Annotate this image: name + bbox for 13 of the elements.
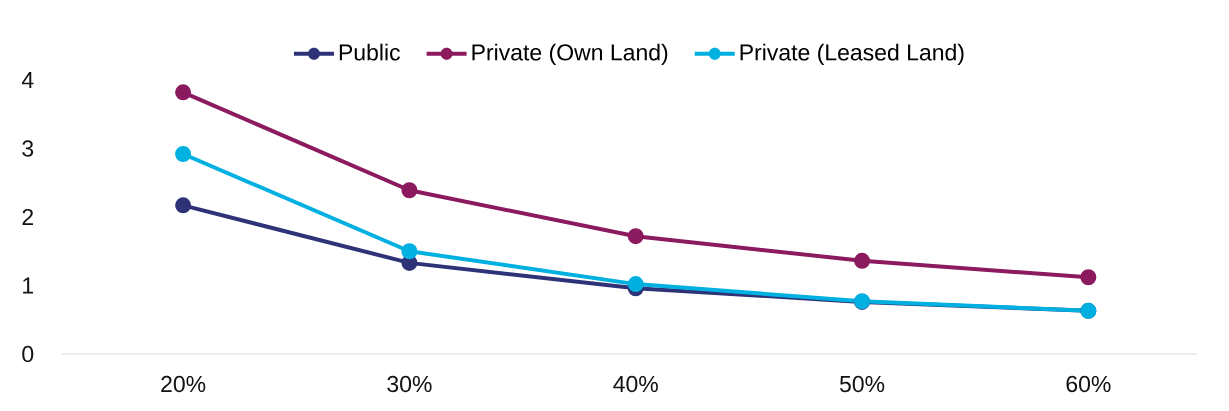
x-tick-label: 20% (161, 375, 206, 393)
x-tick-label: 40% (613, 375, 658, 393)
x-tick-label: 60% (1066, 375, 1111, 393)
legend-label: Public (339, 43, 400, 61)
y-tick-label: 2 (22, 208, 33, 226)
x-tick-label: 50% (839, 375, 885, 393)
y-tick-label: 0 (22, 345, 34, 363)
y-tick-label: 4 (21, 72, 34, 88)
legend-label: Private (Leased Land) (740, 43, 964, 66)
y-tick-label: 1 (23, 277, 34, 294)
legend-label: Private (Own Land) (472, 43, 668, 66)
y-tick-label: 3 (22, 140, 34, 157)
x-tick-label: 30% (387, 375, 432, 393)
